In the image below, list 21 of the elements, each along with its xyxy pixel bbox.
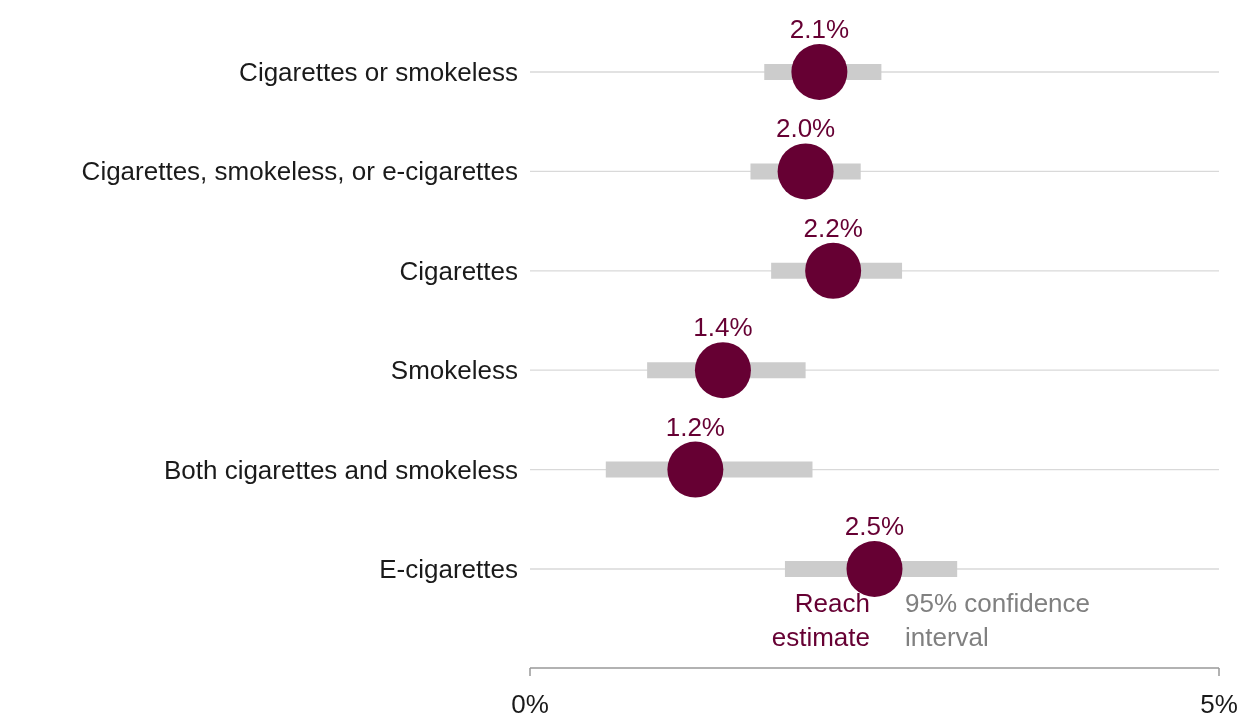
x-tick-label: 5% (1200, 689, 1238, 717)
data-label: 1.2% (665, 411, 725, 442)
y-tick-label: Smokeless (390, 355, 518, 386)
x-tick-label: 0% (511, 689, 549, 717)
data-label: 2.1% (789, 14, 850, 44)
point (805, 242, 862, 299)
data-label: 2.0% (775, 113, 836, 144)
data-label: 2.5% (844, 511, 905, 541)
data-label: 2.2% (803, 212, 863, 243)
point (791, 44, 848, 100)
data-label: 1.4% (693, 312, 753, 343)
y-tick-label: E-cigarettes (379, 554, 518, 584)
y-tick-label: Cigarettes or smokeless (239, 57, 518, 87)
y-tick-label: Both cigarettes and smokeless (163, 454, 518, 485)
point (777, 143, 834, 200)
annotation: 95% confidence interval (905, 587, 1092, 654)
series-label: Reach estimate (770, 587, 870, 654)
point (667, 441, 724, 498)
y-tick-label: Cigarettes, smokeless, or e-cigarettes (81, 156, 518, 187)
point (694, 342, 751, 399)
y-tick-label: Cigarettes (399, 255, 518, 286)
